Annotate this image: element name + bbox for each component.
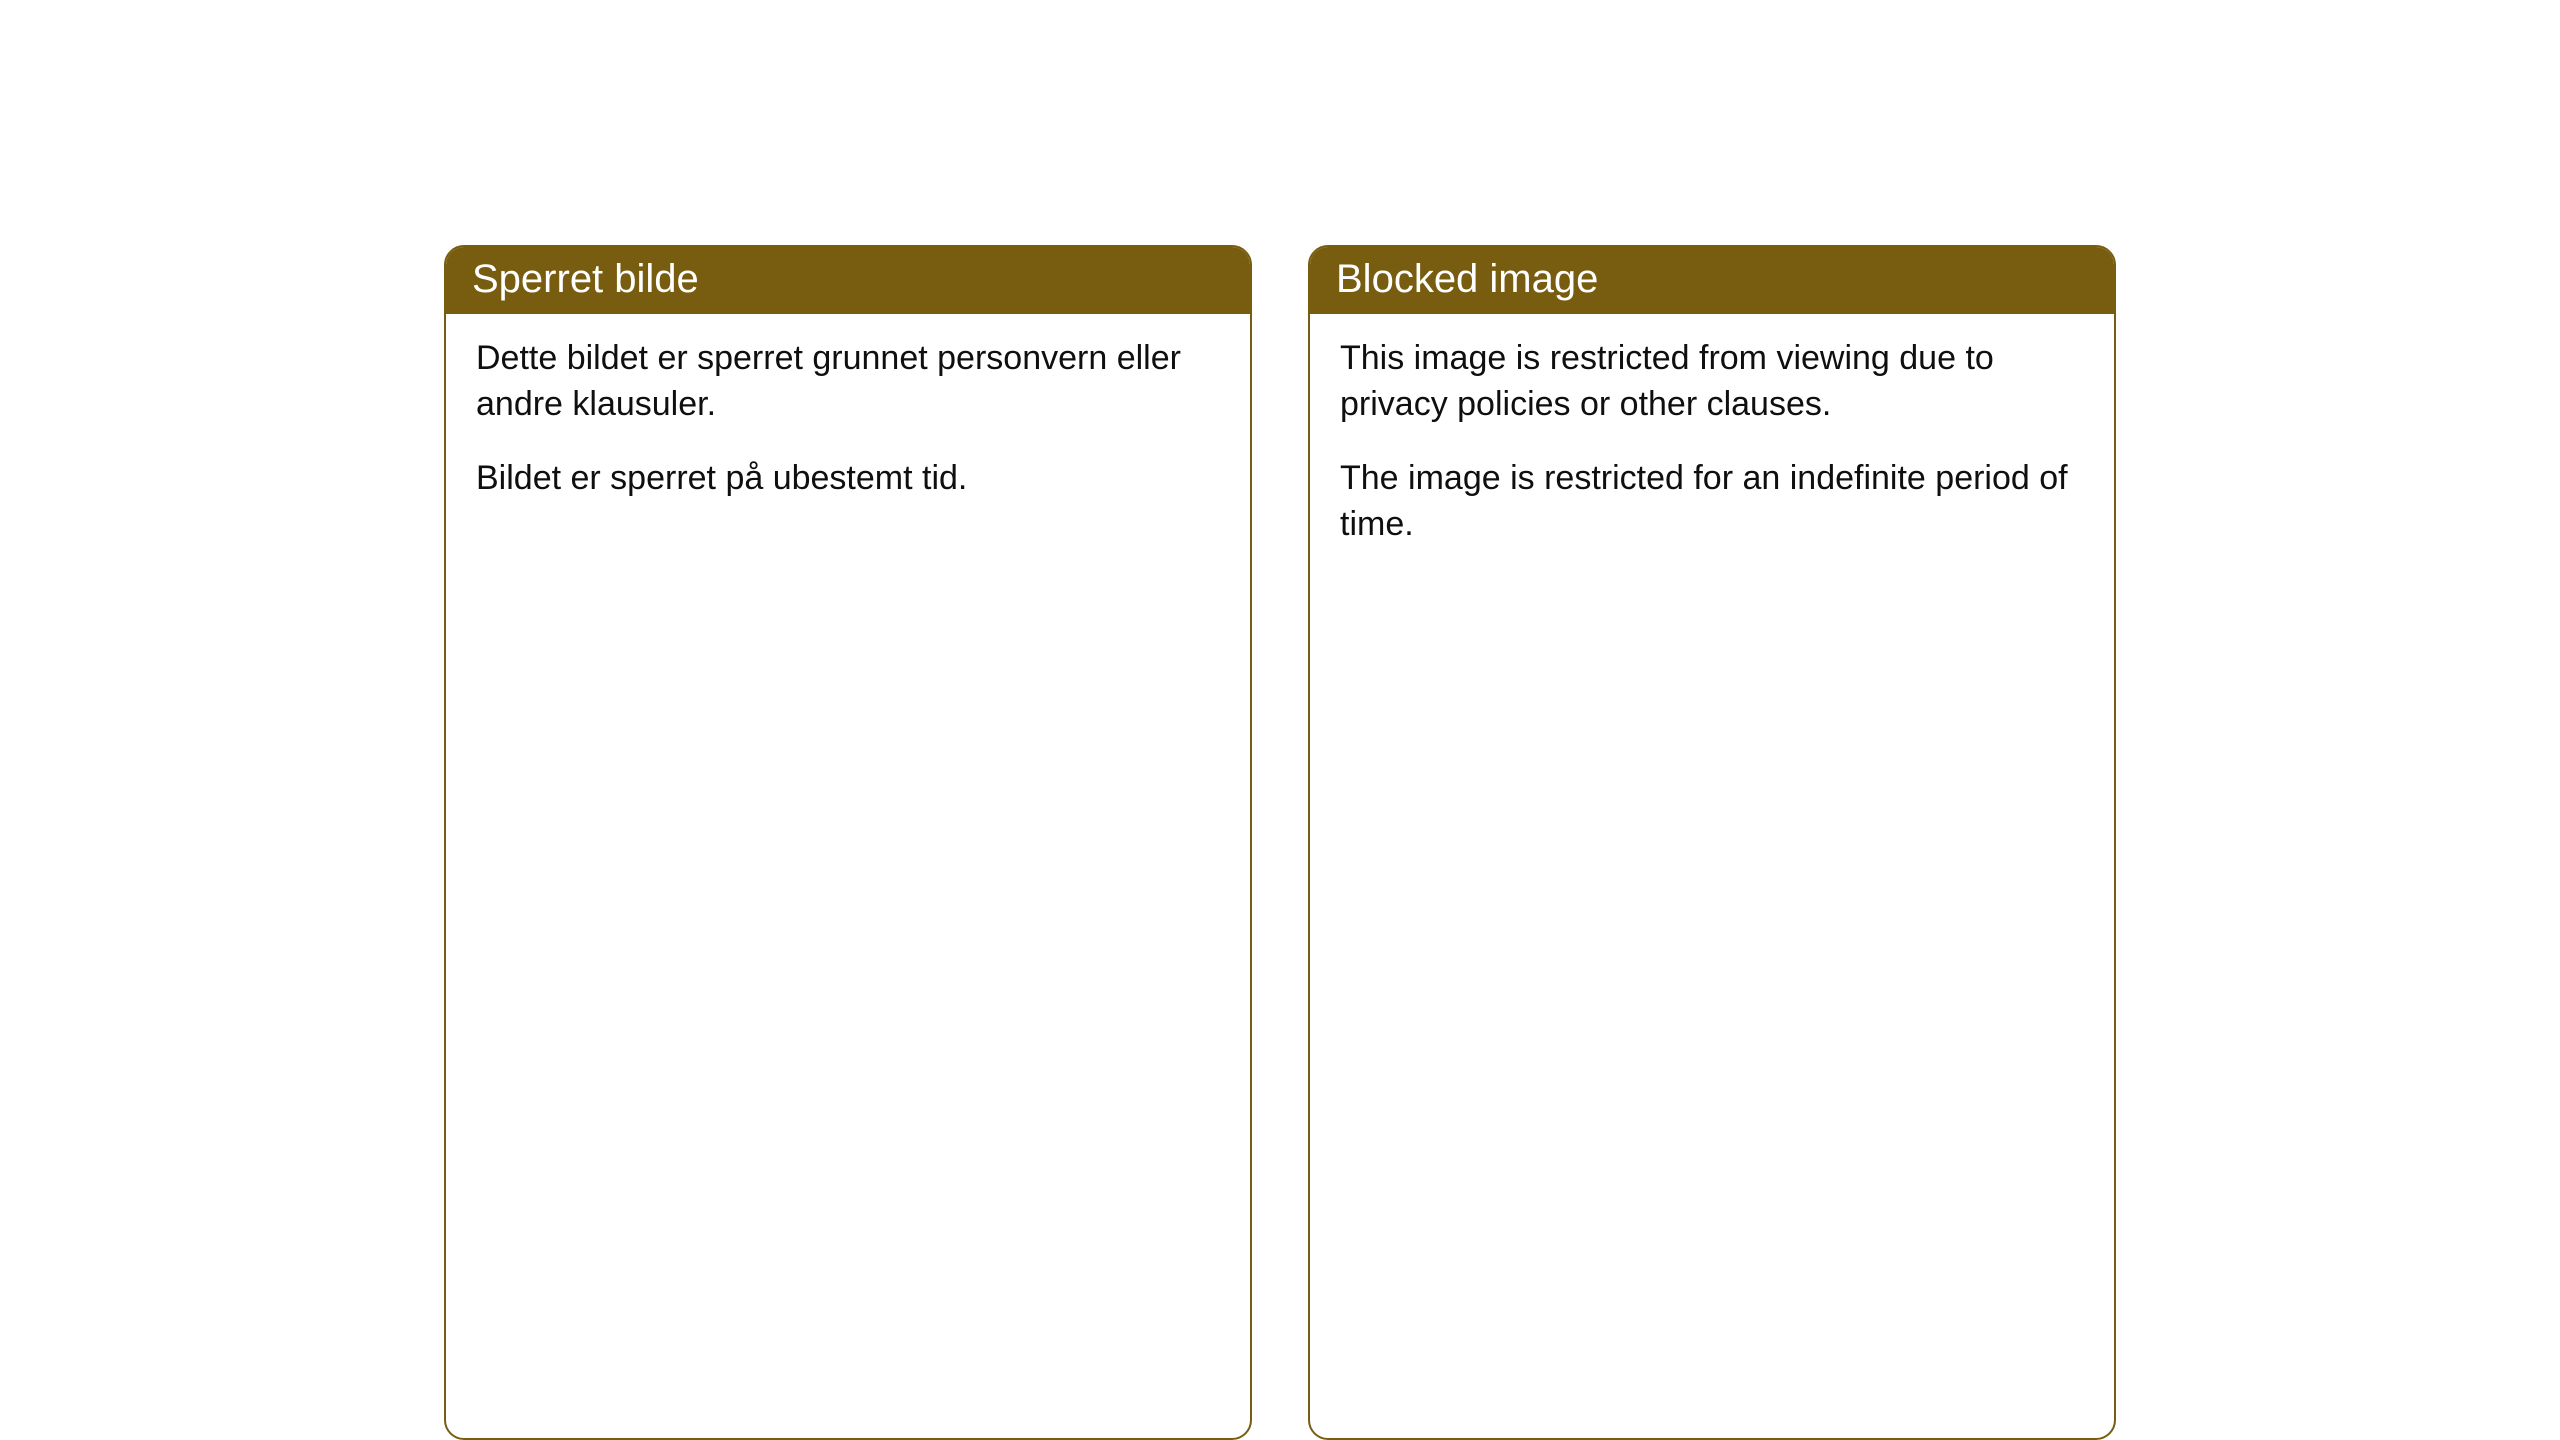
card-paragraph: Dette bildet er sperret grunnet personve…	[476, 336, 1220, 428]
card-title: Blocked image	[1336, 257, 1598, 301]
card-paragraph: The image is restricted for an indefinit…	[1340, 456, 2084, 548]
notice-cards-container: Sperret bilde Dette bildet er sperret gr…	[444, 245, 2116, 1440]
card-title: Sperret bilde	[472, 257, 699, 301]
card-paragraph: Bildet er sperret på ubestemt tid.	[476, 456, 1220, 502]
card-header: Blocked image	[1310, 247, 2114, 314]
blocked-image-card-no: Sperret bilde Dette bildet er sperret gr…	[444, 245, 1252, 1440]
card-body: This image is restricted from viewing du…	[1310, 314, 2114, 588]
card-paragraph: This image is restricted from viewing du…	[1340, 336, 2084, 428]
card-body: Dette bildet er sperret grunnet personve…	[446, 314, 1250, 542]
blocked-image-card-en: Blocked image This image is restricted f…	[1308, 245, 2116, 1440]
card-header: Sperret bilde	[446, 247, 1250, 314]
